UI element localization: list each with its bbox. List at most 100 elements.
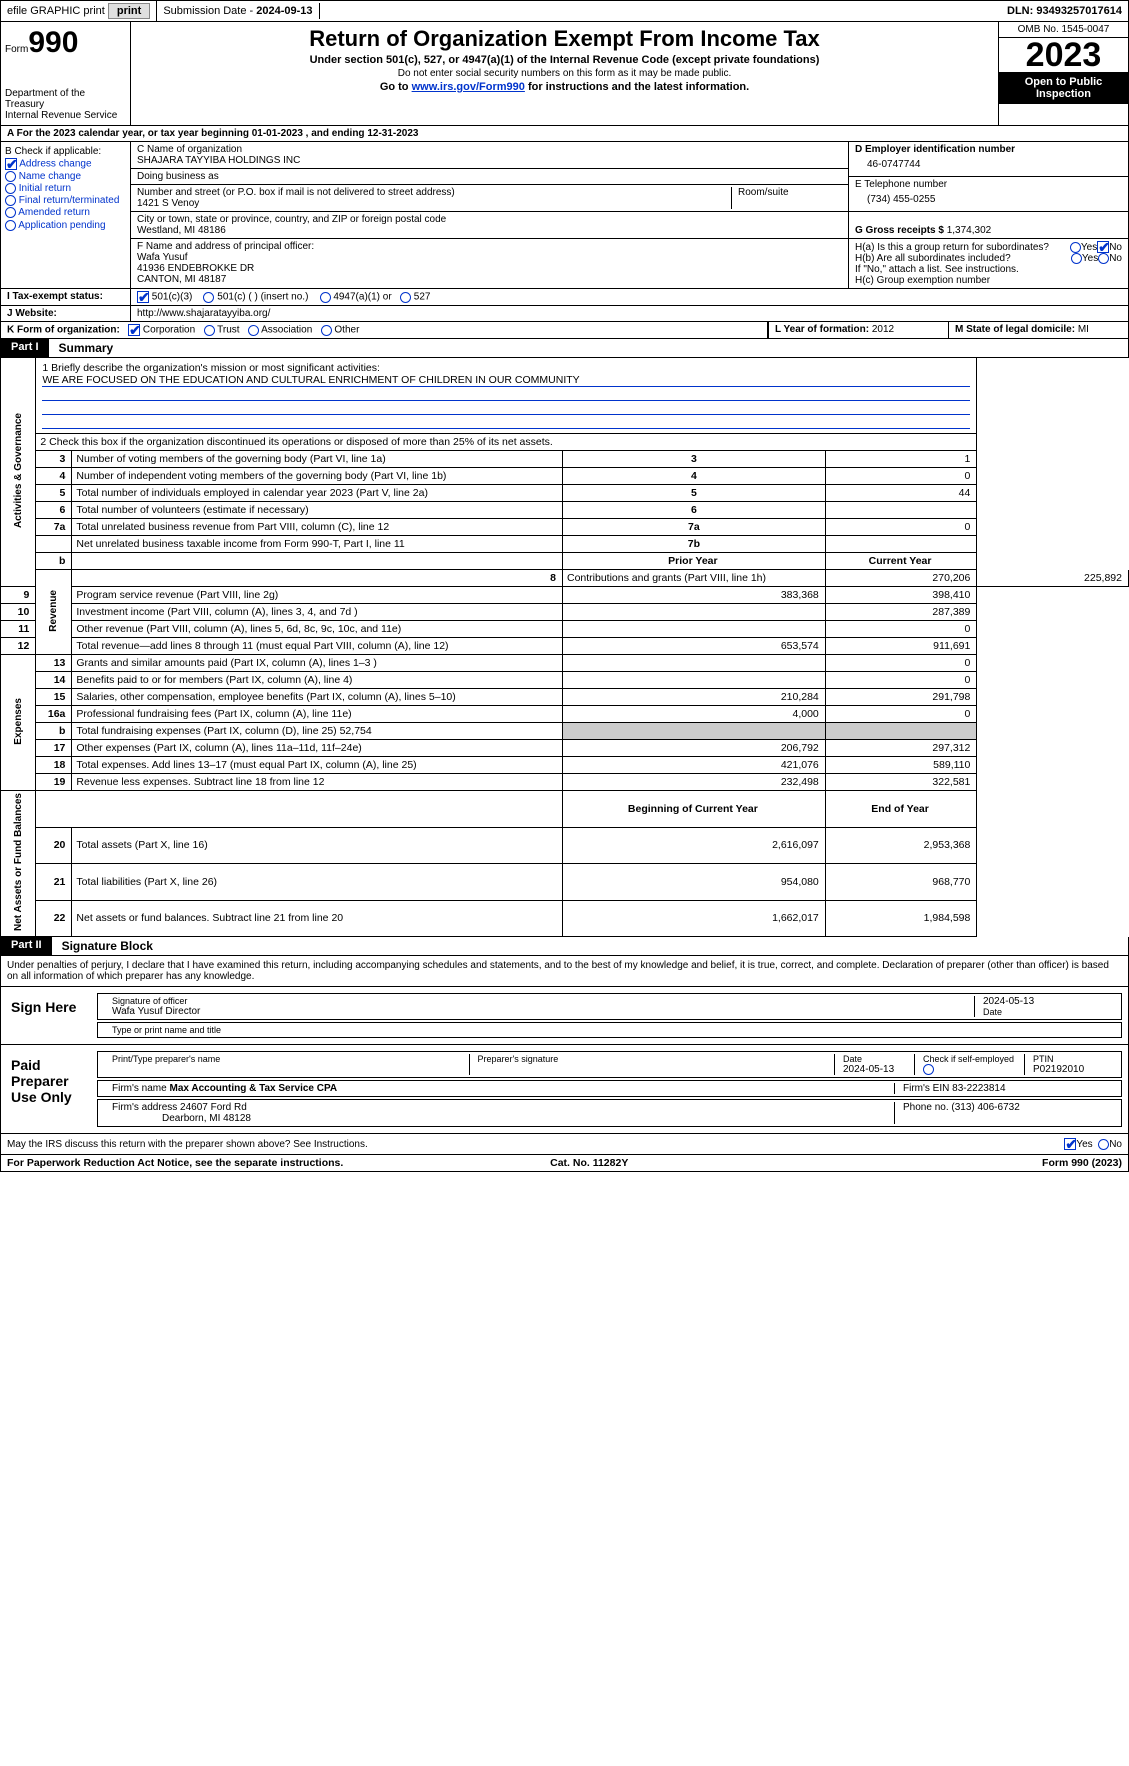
side-revenue: Revenue	[48, 590, 59, 632]
chk-501c3[interactable]	[137, 291, 149, 303]
chk-trust[interactable]	[204, 325, 215, 336]
irs-label: Internal Revenue Service	[5, 110, 126, 121]
firm-addr1: 24607 Ford Rd	[180, 1102, 247, 1113]
chk-527[interactable]	[400, 292, 411, 303]
tax-year: 2023	[999, 38, 1128, 72]
addr-label: Number and street (or P.O. box if mail i…	[137, 187, 725, 198]
form-org-label: K Form of organization:	[7, 325, 120, 336]
hc-label: H(c) Group exemption number	[855, 275, 1122, 286]
phone-value: (734) 455-0255	[855, 190, 1122, 209]
row-a-taxyear: A For the 2023 calendar year, or tax yea…	[0, 126, 1129, 142]
website-label: J Website:	[1, 306, 131, 321]
may-yes[interactable]	[1064, 1138, 1076, 1150]
ein-value: 46-0747744	[855, 155, 1122, 174]
mission-label: 1 Briefly describe the organization's mi…	[42, 362, 970, 374]
ein-label: D Employer identification number	[855, 144, 1015, 155]
chk-self-employed[interactable]	[923, 1064, 934, 1075]
sign-here-block: Sign Here Signature of officerWafa Yusuf…	[0, 987, 1129, 1045]
form-header: Form990 Department of the Treasury Inter…	[0, 22, 1129, 126]
footer-left: For Paperwork Reduction Act Notice, see …	[7, 1157, 343, 1169]
chk-4947[interactable]	[320, 292, 331, 303]
print-button[interactable]: print	[108, 3, 150, 19]
val-7b	[825, 536, 977, 553]
prior-year-hdr: Prior Year	[562, 553, 825, 570]
city-label: City or town, state or province, country…	[137, 214, 842, 225]
subdate-value: 2024-09-13	[256, 5, 312, 17]
officer-label: F Name and address of principal officer:	[137, 241, 842, 252]
val-7a: 0	[825, 519, 977, 536]
state-domicile: MI	[1078, 324, 1089, 335]
chk-501c[interactable]	[203, 292, 214, 303]
part2-label: Part II	[1, 937, 52, 955]
may-no[interactable]	[1098, 1139, 1109, 1150]
val-indep: 0	[825, 468, 977, 485]
part1-header: Part I Summary	[0, 339, 1129, 358]
chk-app-pending[interactable]	[5, 220, 16, 231]
efile-label: efile GRAPHIC print	[7, 5, 105, 17]
chk-other[interactable]	[321, 325, 332, 336]
form-subtitle: Under section 501(c), 527, or 4947(a)(1)…	[135, 54, 994, 66]
phone-label: E Telephone number	[855, 179, 1122, 190]
paid-prep-label: Paid Preparer Use Only	[7, 1049, 97, 1129]
ha-label: H(a) Is this a group return for subordin…	[855, 242, 1070, 253]
entity-block: B Check if applicable: Address change Na…	[0, 142, 1129, 289]
officer-name: Wafa Yusuf	[137, 252, 842, 263]
org-name-label: C Name of organization	[137, 144, 842, 155]
website-value: http://www.shajaratayyiba.org/	[131, 306, 1128, 321]
mission-text: WE ARE FOCUSED ON THE EDUCATION AND CULT…	[42, 374, 970, 387]
tax-status-label: I Tax-exempt status:	[1, 289, 131, 305]
firm-phone: (313) 406-6732	[951, 1102, 1019, 1113]
dba-label: Doing business as	[137, 171, 842, 182]
val-volunteers	[825, 502, 977, 519]
form-word: Form	[5, 44, 28, 55]
hb-yes[interactable]	[1071, 253, 1082, 264]
val-employees: 44	[825, 485, 977, 502]
row-i-j: I Tax-exempt status: 501(c)(3) 501(c) ( …	[0, 289, 1129, 306]
chk-final-return[interactable]	[5, 195, 16, 206]
chk-corp[interactable]	[128, 324, 140, 336]
row-j: J Website: http://www.shajaratayyiba.org…	[0, 306, 1129, 322]
room-label: Room/suite	[738, 187, 842, 198]
ptin-value: P02192010	[1033, 1064, 1107, 1075]
form-number: 990	[28, 26, 78, 59]
dln-label: DLN:	[1007, 5, 1036, 17]
top-bar: efile GRAPHIC print print Submission Dat…	[0, 0, 1129, 22]
side-governance: Activities & Governance	[13, 413, 24, 528]
form-title: Return of Organization Exempt From Incom…	[135, 26, 994, 52]
curr-year-hdr: Current Year	[825, 553, 977, 570]
side-netassets: Net Assets or Fund Balances	[13, 793, 24, 931]
may-discuss-text: May the IRS discuss this return with the…	[7, 1139, 1064, 1150]
chk-address-change[interactable]	[5, 158, 17, 170]
may-discuss-row: May the IRS discuss this return with the…	[0, 1134, 1129, 1155]
officer-addr2: CANTON, MI 48187	[137, 274, 842, 285]
firm-addr2: Dearborn, MI 48128	[162, 1113, 251, 1124]
subdate-label: Submission Date -	[163, 5, 256, 17]
firm-name: Max Accounting & Tax Service CPA	[169, 1083, 337, 1094]
hb-label: H(b) Are all subordinates included?	[855, 253, 1071, 264]
part2-header: Part II Signature Block	[0, 937, 1129, 956]
ha-yes[interactable]	[1070, 242, 1081, 253]
gross-label: G Gross receipts $	[855, 225, 947, 236]
chk-initial-return[interactable]	[5, 183, 16, 194]
hb-note: If "No," attach a list. See instructions…	[855, 264, 1122, 275]
part1-label: Part I	[1, 339, 49, 357]
sig-declaration: Under penalties of perjury, I declare th…	[0, 956, 1129, 987]
prep-date: 2024-05-13	[843, 1064, 906, 1075]
chk-assoc[interactable]	[248, 325, 259, 336]
year-formation: 2012	[872, 324, 894, 335]
city-value: Westland, MI 48186	[137, 225, 842, 236]
ha-no[interactable]	[1097, 241, 1109, 253]
check-b-label: B Check if applicable:	[5, 146, 126, 157]
footer: For Paperwork Reduction Act Notice, see …	[0, 1155, 1129, 1172]
dept-treasury: Department of the Treasury	[5, 88, 126, 110]
sign-here-label: Sign Here	[7, 991, 97, 1040]
form-ssn-note: Do not enter social security numbers on …	[135, 68, 994, 79]
row-k: K Form of organization: Corporation Trus…	[0, 322, 1129, 339]
summary-table: Activities & Governance 1 Briefly descri…	[0, 358, 1129, 937]
paid-preparer-block: Paid Preparer Use Only Print/Type prepar…	[0, 1045, 1129, 1134]
chk-amended[interactable]	[5, 207, 16, 218]
open-inspection: Open to Public Inspection	[999, 72, 1128, 104]
irs-link[interactable]: www.irs.gov/Form990	[412, 81, 525, 93]
footer-right: Form 990 (2023)	[1042, 1157, 1122, 1169]
part1-title: Summary	[49, 339, 124, 357]
